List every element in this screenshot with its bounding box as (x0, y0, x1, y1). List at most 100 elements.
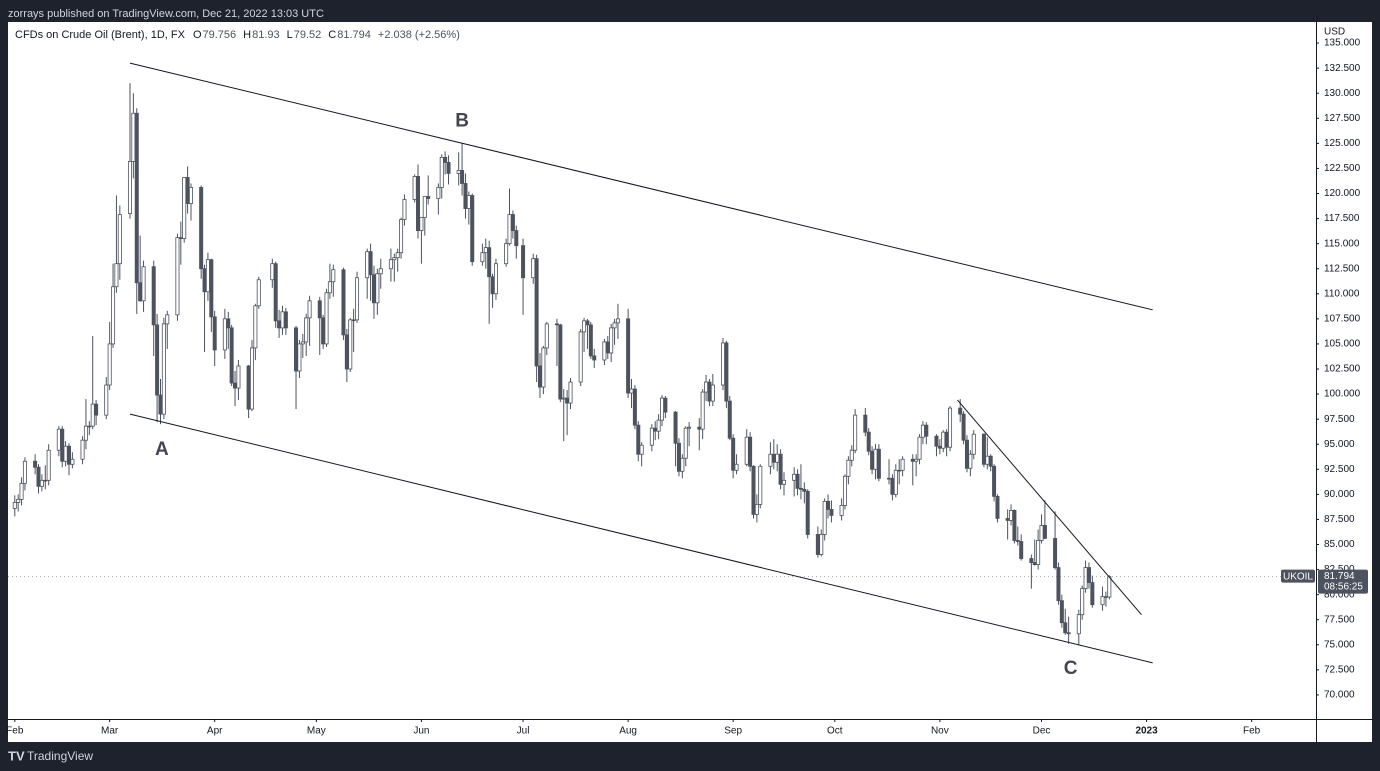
low-value: 79.52 (293, 29, 322, 41)
candle-body (781, 479, 786, 485)
x-tick-label: Mar (101, 726, 119, 737)
candle-body (327, 281, 332, 294)
candle-body (656, 419, 661, 432)
candle-body (212, 316, 217, 351)
y-tick-label: 100.000 (1324, 389, 1361, 400)
candle-body (439, 156, 444, 188)
candle-body (792, 473, 797, 481)
candle-body (968, 453, 973, 469)
candle-body (660, 397, 665, 421)
trend-line (129, 62, 1153, 311)
candle-body (1029, 558, 1034, 563)
candle-body (578, 331, 583, 383)
ohlc-key: C (328, 29, 337, 41)
candle-body (422, 196, 427, 218)
candle-body (842, 475, 847, 506)
candle-body (700, 391, 705, 430)
candle-body (375, 273, 380, 304)
candle-body (887, 477, 892, 480)
candle-body (673, 411, 678, 444)
candle-body (199, 187, 204, 270)
candle-body (60, 428, 65, 462)
y-tick-label: 107.500 (1324, 313, 1361, 324)
candle-body (66, 445, 71, 465)
ohlc-key: H (243, 29, 252, 41)
x-tick-label: Aug (619, 726, 637, 737)
candle-body (1063, 622, 1068, 634)
y-tick-label: 80.000 (1324, 589, 1355, 600)
y-tick-label: 130.000 (1324, 88, 1361, 99)
candle-body (900, 458, 905, 471)
candle-body (910, 458, 915, 462)
ohlc-key: L (286, 29, 293, 41)
candle-body (1090, 582, 1095, 606)
currency: USD (1324, 27, 1345, 38)
candle-body (402, 199, 407, 220)
x-tick-label: Apr (207, 726, 223, 737)
x-tick-label: Sep (724, 726, 742, 737)
candle-body (707, 381, 712, 402)
candle-body (185, 177, 190, 204)
candle-body (853, 414, 858, 451)
candle-body (253, 305, 258, 349)
candle-body (395, 252, 400, 259)
candle-body (521, 245, 526, 279)
candle-body (443, 156, 448, 163)
candle-body (971, 433, 976, 455)
candle-body (456, 170, 461, 174)
candle-body (460, 170, 465, 184)
brand: TradingView (27, 749, 93, 763)
candle-body (90, 403, 95, 427)
x-tick-label: Jul (517, 726, 530, 737)
candle-body (236, 365, 241, 389)
candle-body (256, 279, 261, 307)
candle-body (283, 311, 288, 329)
candle-body (961, 413, 966, 441)
candle-body (724, 342, 729, 402)
symbol-title: CFDs on Crude Oil (Brent), 1D, FX (15, 29, 185, 41)
x-tick-label: Jun (413, 726, 429, 737)
price-tag: 81.794 (1324, 571, 1355, 582)
candle-body (56, 428, 61, 451)
candle-body (744, 436, 749, 465)
candle-body (710, 384, 715, 402)
candle-body (446, 162, 451, 174)
plot-background (8, 22, 1372, 742)
candle-body (39, 479, 44, 487)
candle-body (768, 453, 773, 467)
y-tick-label: 135.000 (1324, 38, 1361, 49)
candle-body (19, 482, 24, 500)
candle-body (771, 453, 776, 463)
candle-body (561, 397, 566, 400)
candle-body (412, 176, 417, 200)
candle-body (988, 455, 993, 467)
candle-body (538, 365, 543, 388)
candle-body (388, 259, 393, 270)
candle-body (605, 341, 610, 354)
y-tick-label: 85.000 (1324, 539, 1355, 550)
publisher: zorrays published on TradingView.com, De… (8, 8, 324, 20)
candle-body (958, 407, 963, 415)
candle-body (592, 355, 597, 361)
candle-body (554, 323, 559, 326)
y-tick-label: 87.500 (1324, 514, 1355, 525)
candle-body (819, 534, 824, 555)
candle-body (754, 503, 759, 515)
candle-body (795, 473, 800, 489)
candle-body (734, 463, 739, 471)
y-tick-label: 122.500 (1324, 163, 1361, 174)
ohlc-key: O (192, 29, 202, 41)
candle-body (985, 455, 990, 465)
candle-body (1005, 518, 1010, 521)
candle-body (161, 323, 166, 415)
candle-body (80, 439, 85, 460)
candle-body (870, 450, 875, 470)
trend-line (129, 413, 1153, 664)
candle-body (138, 282, 143, 302)
wave-label: A (155, 439, 169, 460)
candle-body (609, 327, 614, 354)
candle-body (748, 436, 753, 467)
candle-body (565, 397, 570, 404)
candle-body (514, 230, 519, 247)
candle-body (277, 320, 282, 329)
